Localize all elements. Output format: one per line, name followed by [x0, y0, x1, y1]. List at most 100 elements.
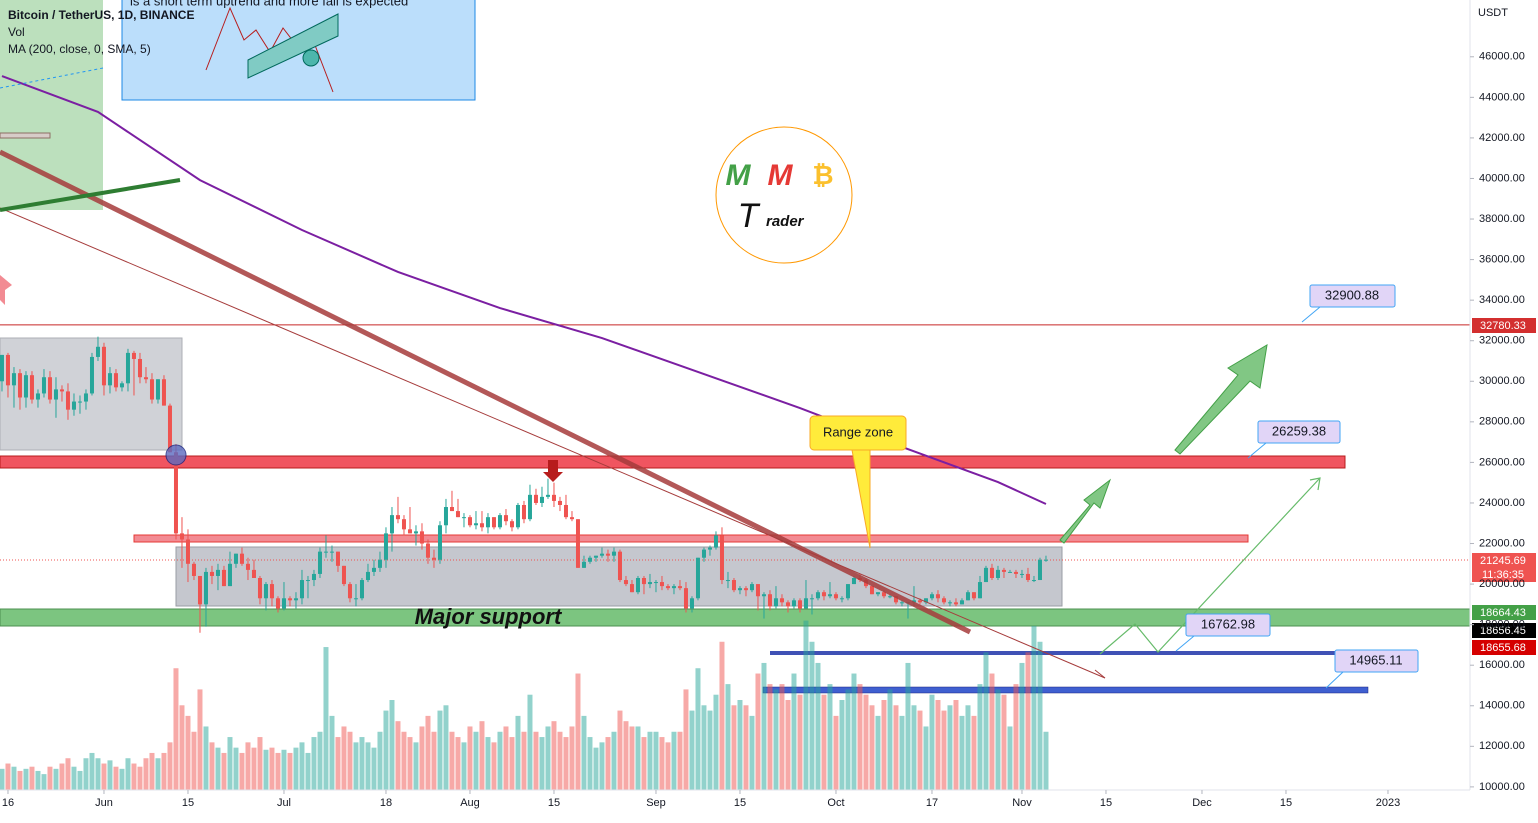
volume-bar [65, 758, 71, 790]
volume-bar [149, 752, 155, 790]
candle-body [359, 580, 364, 599]
candle-body [497, 515, 502, 528]
y-tick-label: 22000.00 [1479, 537, 1525, 549]
volume-bar [179, 705, 185, 790]
volume-bar [671, 731, 677, 790]
candle-body [887, 596, 892, 598]
volume-bar [491, 742, 497, 790]
target-line [770, 651, 1355, 655]
callout-label: 14965.11 [1349, 652, 1402, 667]
candle-body [965, 592, 970, 601]
candle-body [599, 553, 604, 556]
candle-body [845, 584, 850, 599]
volume-bar [833, 715, 839, 790]
candle-body [941, 598, 946, 603]
volume-bar [1025, 652, 1031, 790]
candle-body [131, 352, 136, 359]
candle-body [137, 358, 142, 378]
volume-bar [383, 710, 389, 790]
candles-layer [0, 75, 1048, 633]
volume-bar [605, 737, 611, 790]
volume-bar [83, 758, 89, 790]
volume-bar [155, 758, 161, 790]
logo-letter: M [768, 159, 794, 192]
volume-bar [323, 647, 329, 790]
volume-bar [917, 710, 923, 790]
volume-bar [533, 731, 539, 790]
volume-bar [305, 752, 311, 790]
candle-body [791, 600, 796, 607]
volume-bar [857, 684, 863, 790]
volume-bar [227, 737, 233, 790]
candle-body [5, 354, 10, 386]
candle-body [299, 580, 304, 599]
candle-body [761, 594, 766, 597]
volume-bar [905, 662, 911, 790]
volume-bar [371, 747, 377, 790]
price-label-box [1472, 623, 1536, 638]
x-tick-label: Aug [460, 797, 480, 809]
candle-body [689, 598, 694, 609]
candle-body [611, 551, 616, 556]
candle-body [467, 517, 472, 526]
countdown: 11:36:35 [1482, 569, 1524, 581]
volume-bar [629, 726, 635, 790]
candle-body [1043, 559, 1048, 561]
candle-body [77, 401, 82, 403]
volume-bar [197, 689, 203, 790]
x-tick-label: Nov [1012, 797, 1032, 809]
candle-body [809, 598, 814, 600]
candle-body [389, 515, 394, 534]
volume-bar [539, 737, 545, 790]
volume-bar [41, 774, 47, 790]
volume-bar [449, 731, 455, 790]
volume-bar [563, 737, 569, 790]
candle-body [875, 592, 880, 595]
candle-body [227, 563, 232, 587]
volume-bar [509, 737, 515, 790]
axis-labels: 32780.33 21245.69 11:36:35 18664.43 1865… [2, 51, 1536, 809]
volume-bar [221, 752, 227, 790]
volume-bar [899, 715, 905, 790]
candle-body [755, 584, 760, 597]
volume-bar [587, 737, 593, 790]
arrow [543, 460, 563, 482]
volume-bar [875, 715, 881, 790]
time-axis [0, 790, 1538, 818]
x-tick-label: 15 [1100, 797, 1112, 809]
volume-bar [647, 731, 653, 790]
x-tick-label: 18 [380, 797, 392, 809]
volume-bar [611, 731, 617, 790]
volume-bar [707, 710, 713, 790]
candle-body [275, 598, 280, 609]
candle-body [251, 569, 256, 578]
candle-body [935, 594, 940, 599]
volume-bar [263, 749, 269, 790]
candle-body [233, 553, 238, 564]
candle-body [1007, 571, 1012, 573]
marker [0, 132, 51, 139]
x-tick-label: Sep [646, 797, 666, 809]
candle-body [605, 553, 610, 556]
candle-body [143, 377, 148, 380]
candle-body [515, 504, 520, 528]
x-tick-label: Jun [95, 797, 113, 809]
candle-body [917, 600, 922, 603]
candle-body [815, 592, 820, 599]
candle-body [83, 393, 88, 402]
volume-bar [185, 715, 191, 790]
trend-line [0, 178, 181, 212]
volume-bar [335, 737, 341, 790]
volume-bar [173, 668, 179, 790]
volume-bar [839, 700, 845, 790]
volume-bar [695, 668, 701, 790]
volume-bar [977, 684, 983, 790]
volume-bar [893, 705, 899, 790]
volume-bar [29, 766, 35, 790]
volume-bar [473, 731, 479, 790]
resistance-zone [133, 534, 1249, 543]
logo-letter: ₿ [812, 160, 833, 190]
candle-body [947, 602, 952, 604]
volume-bar [479, 721, 485, 790]
